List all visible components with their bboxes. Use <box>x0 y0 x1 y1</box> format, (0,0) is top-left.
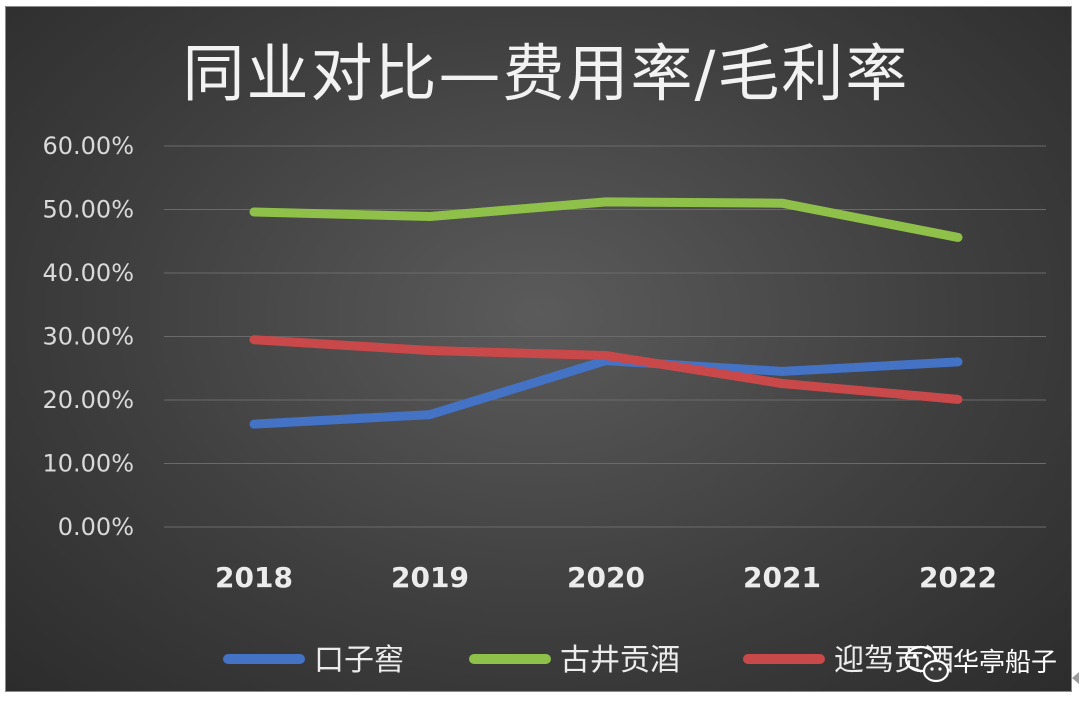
y-tick-label: 60.00% <box>42 132 134 160</box>
x-tick-label: 2018 <box>215 561 293 594</box>
data-point <box>605 360 607 362</box>
y-tick-label: 30.00% <box>42 323 134 351</box>
series-line-1 <box>249 197 963 242</box>
x-tick-label: 2019 <box>391 561 469 594</box>
data-point <box>605 355 607 356</box>
line-chart: 同业对比—费用率/毛利率 0.00% 10.00% 20.00% 30.00% 40.0… <box>42 37 1057 683</box>
data-point <box>429 414 431 416</box>
x-tick-label: 2022 <box>919 561 997 594</box>
y-tick-label: 50.00% <box>42 196 134 224</box>
data-point <box>429 350 431 351</box>
data-point <box>253 339 255 341</box>
data-point <box>957 361 959 363</box>
data-point <box>781 370 783 372</box>
legend-label: 古井贡酒 <box>560 643 680 678</box>
chart-title: 同业对比—费用率/毛利率 <box>183 37 910 110</box>
wechat-icon <box>904 645 950 683</box>
x-tick-label: 2021 <box>743 561 821 594</box>
data-point <box>957 236 959 238</box>
data-point <box>781 383 783 384</box>
series-lines <box>249 197 963 429</box>
y-tick-label: 10.00% <box>42 450 134 478</box>
y-tick-label: 40.00% <box>42 259 134 287</box>
y-axis-ticks: 0.00% 10.00% 20.00% 30.00% 40.00% 50.00% 60.00… <box>42 132 134 541</box>
legend: 口子窖 古井贡酒 迎驾贡酒 <box>223 643 954 678</box>
data-point <box>605 201 607 203</box>
y-tick-label: 0.00% <box>58 513 134 541</box>
data-point <box>253 211 255 213</box>
watermark-text: 华亭船子 <box>953 648 1057 678</box>
x-axis-ticks: 2018 2019 2020 2021 2022 <box>215 561 997 594</box>
watermark: 华亭船子 <box>904 645 1057 683</box>
data-point <box>957 398 959 400</box>
data-point <box>253 423 255 425</box>
data-point <box>429 216 431 217</box>
y-tick-label: 20.00% <box>42 386 134 414</box>
x-tick-label: 2020 <box>567 561 645 594</box>
resize-corner-icon <box>1072 672 1079 684</box>
legend-label: 口子窖 <box>314 643 404 678</box>
data-point <box>781 202 783 204</box>
chart-area: 同业对比—费用率/毛利率 0.00% 10.00% 20.00% 30.00% 40.0… <box>5 6 1072 692</box>
